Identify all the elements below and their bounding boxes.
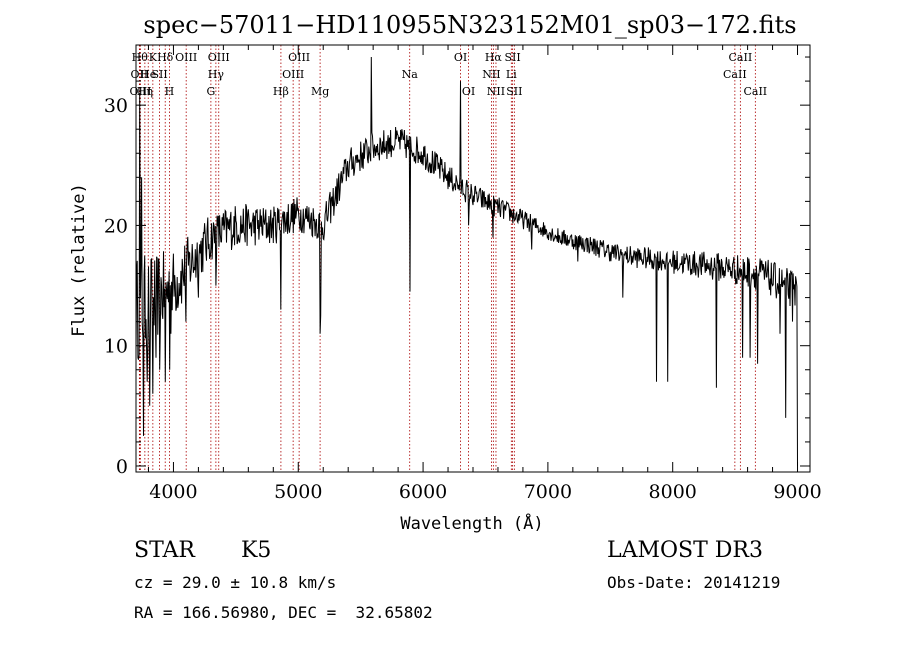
plot-frame: [135, 44, 811, 473]
chart-title: spec−57011−HD110955N323152M01_sp03−172.f…: [143, 11, 796, 39]
line-label-22: NII: [487, 85, 505, 98]
x-tick-label-0: 4000: [149, 481, 197, 503]
line-label-16: Mg: [311, 85, 329, 98]
line-label-1: OII: [131, 68, 149, 81]
line-label-12: OIII: [208, 51, 230, 64]
line-label-23: Li: [506, 68, 517, 81]
x-tick-label-4: 8000: [649, 481, 697, 503]
axes: 4000 5000 6000 7000 8000 9000 0 10 20 30: [104, 45, 822, 503]
line-label-10: G: [206, 85, 215, 98]
spectral-subclass: K5: [241, 538, 272, 563]
line-label-28: CaII: [743, 85, 767, 98]
redshift-velocity: cz = 29.0 ± 10.8 km/s: [134, 573, 337, 592]
line-label-26: CaII: [723, 68, 747, 81]
line-label-7: Hδ: [157, 51, 174, 64]
x-axis-label: Wavelength (Å): [400, 512, 543, 534]
y-tick-label-0: 0: [116, 456, 128, 478]
line-label-20: NII: [482, 68, 500, 81]
spectral-line-markers: [138, 45, 756, 472]
line-label-9: OIII: [175, 51, 197, 64]
y-tick-label-1: 10: [104, 336, 128, 358]
line-label-18: OI: [454, 51, 467, 64]
line-label-17: Na: [402, 68, 419, 81]
object-type: STAR: [134, 538, 195, 563]
survey-name: LAMOST DR3: [607, 538, 763, 563]
coordinates: RA = 166.56980, DEC = 32.65802: [134, 603, 433, 622]
x-tick-label-2: 6000: [399, 481, 447, 503]
line-label-2: OIII: [129, 85, 151, 98]
spectral-line-labels: HθOIIOIIIHηHeKSIIHδHOIIIGHγOIIIHβOIIIOII…: [129, 51, 767, 98]
line-label-15: OIII: [288, 51, 310, 64]
line-label-8: H: [165, 85, 175, 98]
x-tick-label-1: 5000: [274, 481, 322, 503]
x-tick-label-5: 9000: [773, 481, 821, 503]
line-label-24: SII: [504, 51, 520, 64]
line-label-27: CaII: [729, 51, 753, 64]
line-label-5: K: [149, 51, 158, 64]
y-tick-label-2: 20: [104, 215, 128, 237]
line-label-14: OIII: [282, 68, 304, 81]
line-label-6: SII: [151, 68, 167, 81]
y-axis-label: Flux (relative): [69, 183, 89, 337]
line-label-4: He: [140, 68, 156, 81]
line-label-11: Hγ: [208, 68, 225, 81]
line-label-13: Hβ: [273, 85, 289, 98]
line-label-3: Hη: [137, 85, 153, 98]
x-tick-label-3: 7000: [524, 481, 572, 503]
line-label-21: Hα: [485, 51, 503, 64]
spectrum-line: [135, 56, 798, 467]
line-label-19: OI: [462, 85, 475, 98]
y-tick-label-3: 30: [104, 95, 128, 117]
line-label-25: SII: [506, 85, 522, 98]
observation-date: Obs-Date: 20141219: [607, 573, 781, 592]
